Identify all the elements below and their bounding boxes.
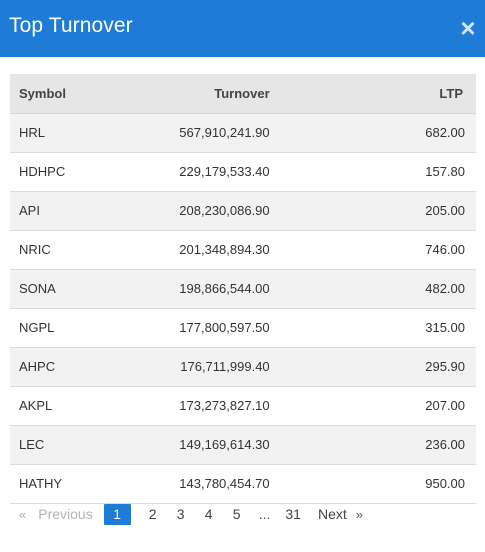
cell-turnover: 177,800,597.50 (179, 320, 270, 335)
close-icon[interactable]: × (460, 13, 476, 43)
cell-turnover: 198,866,544.00 (179, 281, 270, 296)
cell-ltp: 236.00 (425, 437, 465, 452)
cell-turnover: 208,230,086.90 (179, 203, 270, 218)
table-row: NRIC 201,348,894.30 746.00 (10, 230, 476, 269)
cell-ltp: 682.00 (425, 125, 465, 140)
table-row: HDHPC 229,179,533.40 157.80 (10, 152, 476, 191)
turnover-table: Symbol Turnover LTP HRL 567,910,241.90 6… (10, 74, 476, 504)
cell-ltp: 950.00 (425, 476, 465, 491)
table-header-row: Symbol Turnover LTP (10, 74, 476, 114)
cell-symbol: NRIC (19, 242, 51, 257)
first-page-arrow-icon: « (19, 506, 27, 522)
cell-turnover: 143,780,454.70 (179, 476, 270, 491)
cell-symbol: HATHY (19, 476, 63, 491)
cell-ltp: 205.00 (425, 203, 465, 218)
modal-header: Top Turnover × (0, 0, 485, 57)
turnover-table-container: Symbol Turnover LTP HRL 567,910,241.90 6… (10, 74, 476, 504)
cell-symbol: SONA (19, 281, 56, 296)
cell-ltp: 482.00 (425, 281, 465, 296)
column-header-symbol[interactable]: Symbol (10, 74, 97, 114)
cell-turnover: 567,910,241.90 (179, 125, 270, 140)
cell-symbol: NGPL (19, 320, 55, 335)
page-button-5[interactable]: 5 (232, 506, 241, 522)
column-header-ltp[interactable]: LTP (396, 74, 476, 114)
cell-ltp: 746.00 (425, 242, 465, 257)
page-button-1[interactable]: 1 (103, 503, 131, 525)
cell-symbol: AKPL (19, 398, 53, 413)
table-row: NGPL 177,800,597.50 315.00 (10, 308, 476, 347)
cell-turnover: 201,348,894.30 (179, 242, 270, 257)
cell-turnover: 173,273,827.10 (179, 398, 270, 413)
table-row: AKPL 173,273,827.10 207.00 (10, 386, 476, 425)
pagination-ellipsis: ... (258, 506, 271, 522)
cell-turnover: 149,169,614.30 (179, 437, 270, 452)
cell-symbol: LEC (19, 437, 45, 452)
cell-ltp: 207.00 (425, 398, 465, 413)
cell-ltp: 295.90 (425, 359, 465, 374)
cell-symbol: HRL (19, 125, 46, 140)
cell-symbol: API (19, 203, 40, 218)
next-page-button[interactable]: Next (317, 506, 347, 522)
column-header-turnover[interactable]: Turnover (96, 74, 397, 114)
page-button-2[interactable]: 2 (148, 506, 157, 522)
previous-page-button: Previous (38, 506, 93, 522)
cell-ltp: 315.00 (425, 320, 465, 335)
table-row: LEC 149,169,614.30 236.00 (10, 425, 476, 464)
cell-symbol: HDHPC (19, 164, 66, 179)
page-button-4[interactable]: 4 (204, 506, 213, 522)
cell-turnover: 229,179,533.40 (179, 164, 270, 179)
cell-ltp: 157.80 (425, 164, 465, 179)
table-row: API 208,230,086.90 205.00 (10, 191, 476, 230)
table-row: AHPC 176,711,999.40 295.90 (10, 347, 476, 386)
modal-title: Top Turnover (9, 14, 133, 37)
table-row: SONA 198,866,544.00 482.00 (10, 269, 476, 308)
page-button-3[interactable]: 3 (176, 506, 185, 522)
cell-turnover: 176,711,999.40 (180, 359, 270, 374)
table-row: HRL 567,910,241.90 682.00 (10, 113, 476, 152)
last-page-arrow-icon[interactable]: » (355, 506, 363, 522)
cell-symbol: AHPC (19, 359, 56, 374)
pagination: « Previous 1 2 3 4 5 ... 31 Next » (19, 503, 363, 525)
page-button-last[interactable]: 31 (285, 506, 301, 522)
table-row: HATHY 143,780,454.70 950.00 (10, 464, 476, 503)
